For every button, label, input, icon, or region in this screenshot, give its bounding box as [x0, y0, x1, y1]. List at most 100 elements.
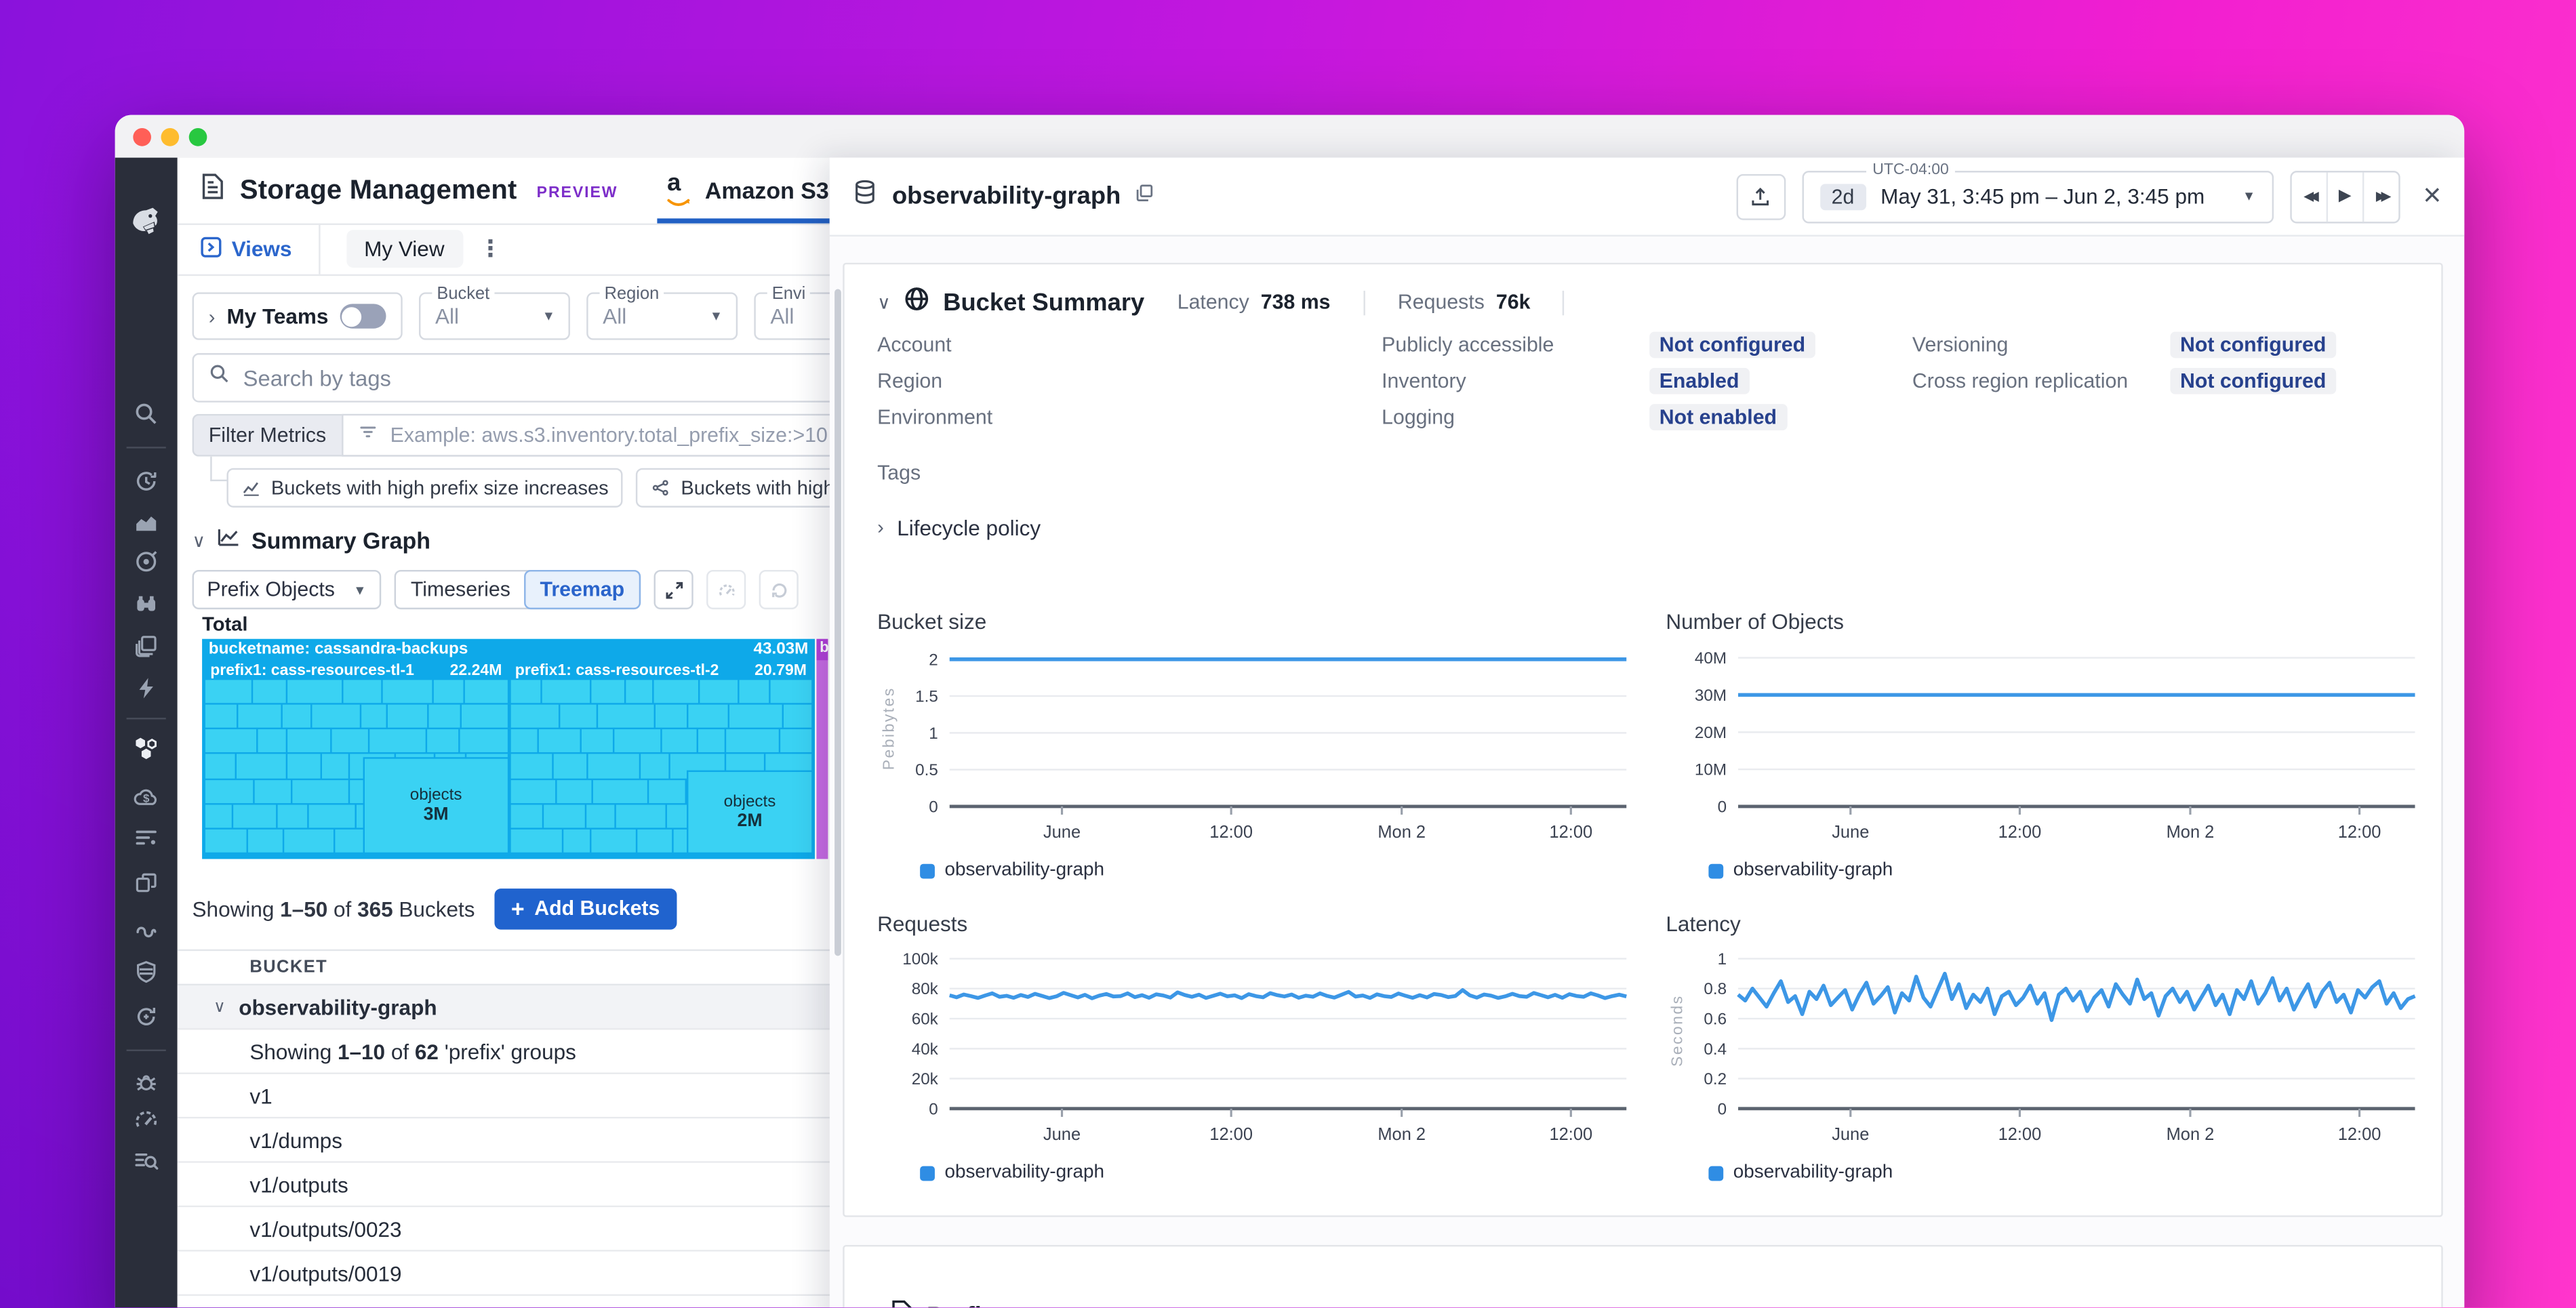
treemap-cell[interactable] [614, 729, 660, 753]
treemap-cell[interactable] [426, 729, 458, 753]
treemap-cell[interactable] [616, 804, 666, 828]
treemap-cell[interactable] [541, 680, 590, 703]
copy-icon[interactable] [1134, 182, 1156, 211]
treemap-toggle[interactable]: Treemap [523, 569, 641, 610]
treemap-cell[interactable] [205, 779, 254, 803]
treemap-cell[interactable] [648, 779, 686, 803]
treemap-cell[interactable] [592, 779, 647, 803]
treemap-cell[interactable] [461, 705, 507, 729]
treemap-cell[interactable] [287, 729, 331, 753]
search-icon[interactable] [132, 399, 161, 429]
treemap-cell[interactable] [640, 754, 670, 778]
metric-selector[interactable]: Prefix Objects ▼ [192, 569, 382, 610]
treemap-cell[interactable] [729, 705, 782, 729]
treemap-cell[interactable] [277, 804, 308, 828]
treemap-cell[interactable] [538, 729, 581, 753]
layers-icon[interactable] [132, 631, 161, 661]
treemap-cell[interactable] [388, 705, 427, 729]
treemap-cell[interactable] [428, 705, 460, 729]
expand-graph-button[interactable] [653, 569, 693, 610]
treemap-cell[interactable] [283, 829, 334, 853]
treemap-cell[interactable] [362, 705, 387, 729]
treemap-cell[interactable] [666, 804, 691, 828]
env-filter-dropdown[interactable]: Envi All [754, 284, 906, 340]
maximize-window-button[interactable] [188, 128, 207, 146]
binoculars-icon[interactable] [132, 590, 161, 619]
collapse-chevron-icon[interactable]: ∨ [877, 293, 891, 313]
treemap-group[interactable]: prefix1: cass-resources-tl-2 20.79M objec… [510, 660, 812, 853]
treemap-cell[interactable] [205, 729, 257, 753]
treemap-cell[interactable] [309, 804, 356, 828]
treemap-cell[interactable] [237, 754, 285, 778]
treemap-cell[interactable] [321, 754, 348, 778]
area-chart-icon[interactable] [132, 506, 161, 535]
treemap-cell[interactable] [698, 729, 725, 753]
chart-plot[interactable]: 100k 80k 60k 40k 20k 0 June 12:00 Mon 2 12:00 [877, 941, 1636, 1155]
export-button[interactable] [1736, 173, 1786, 220]
refresh-button[interactable] [759, 569, 799, 610]
treemap-cell[interactable] [557, 779, 591, 803]
chart-plot[interactable]: 40M 30M 20M 10M 0 June 12:00 Mon 2 12:00 [1666, 639, 2425, 853]
treemap-objects-cell[interactable]: objects 3M [365, 759, 507, 853]
treemap-cell[interactable] [510, 779, 557, 803]
treemap-cell[interactable] [510, 804, 542, 828]
lifecycle-policy-toggle[interactable]: › Lifecycle policy [877, 511, 2409, 544]
treemap-cell[interactable] [233, 804, 276, 828]
suggestion-chip-prefix-size[interactable]: Buckets with high prefix size increases [226, 468, 624, 508]
time-range-picker[interactable]: 2d UTC-04:00 May 31, 3:45 pm – Jun 2, 3:… [1802, 160, 2274, 223]
hexagons-icon[interactable] [132, 733, 161, 762]
treemap-cell[interactable] [591, 680, 625, 703]
treemap-cell[interactable] [700, 680, 738, 703]
treemap-cell[interactable] [459, 729, 507, 753]
chart-legend[interactable]: observability-graph [1666, 853, 2425, 888]
history-icon[interactable] [132, 466, 161, 496]
treemap-objects-cell[interactable]: objects 2M [687, 771, 812, 853]
region-filter-dropdown[interactable]: Region All ▼ [586, 284, 738, 340]
chart-plot[interactable]: 1 0.8 0.6 0.4 0.2 0 June 12:00 Mon 2 12:00 Seconds [1666, 941, 2425, 1155]
treemap-cell[interactable] [510, 829, 562, 853]
treemap-cell[interactable] [369, 729, 425, 753]
treemap-cell[interactable] [510, 754, 552, 778]
my-teams-filter[interactable]: › My Teams [192, 292, 403, 340]
treemap-cell[interactable] [783, 705, 812, 729]
treemap-cell[interactable] [739, 680, 769, 703]
timeseries-toggle[interactable]: Timeseries [410, 578, 510, 601]
treemap-cell[interactable] [781, 729, 812, 753]
datadog-logo[interactable] [127, 204, 166, 248]
search-lines-icon[interactable] [132, 1147, 161, 1177]
refresh-star-icon[interactable] [132, 1002, 161, 1031]
treemap-cell[interactable] [588, 754, 639, 778]
link-icon[interactable] [132, 915, 161, 945]
treemap-cell[interactable] [311, 705, 361, 729]
treemap-cell[interactable] [770, 680, 812, 703]
treemap-cell[interactable] [258, 729, 286, 753]
treemap-cell[interactable] [287, 680, 342, 703]
treemap-cell[interactable] [382, 680, 433, 703]
bucket-filter-dropdown[interactable]: Bucket All ▼ [418, 284, 570, 340]
treemap-cell[interactable] [335, 829, 365, 853]
windows-icon[interactable] [132, 869, 161, 899]
chart-legend[interactable]: observability-graph [877, 853, 1636, 888]
treemap-cell[interactable] [343, 680, 382, 703]
time-backward-button[interactable]: ◀◀ [2291, 171, 2328, 221]
treemap-cell[interactable] [252, 680, 287, 703]
treemap-cell[interactable] [205, 829, 247, 853]
cloud-dollar-icon[interactable]: $ [132, 783, 161, 813]
treemap[interactable]: bucketname: cassandra-backups 43.03M pre… [202, 638, 816, 859]
treemap-cell[interactable] [510, 705, 559, 729]
treemap-cell[interactable] [205, 754, 235, 778]
treemap-cell[interactable] [282, 705, 310, 729]
treemap-cell[interactable] [510, 680, 540, 703]
treemap-cell[interactable] [465, 680, 507, 703]
close-panel-icon[interactable]: × [2423, 178, 2442, 213]
time-play-button[interactable]: ▶ [2328, 171, 2364, 221]
bolt-icon[interactable] [132, 674, 161, 703]
treemap-cell[interactable] [205, 804, 233, 828]
treemap-cell[interactable] [286, 754, 321, 778]
treemap-cell[interactable] [510, 729, 537, 753]
treemap-cell[interactable] [563, 829, 591, 853]
treemap-cell[interactable] [725, 729, 780, 753]
treemap-cell[interactable] [205, 705, 237, 729]
tab-amazon-s3[interactable]: a Amazon S3 [657, 158, 840, 224]
treemap-cell[interactable] [205, 680, 251, 703]
